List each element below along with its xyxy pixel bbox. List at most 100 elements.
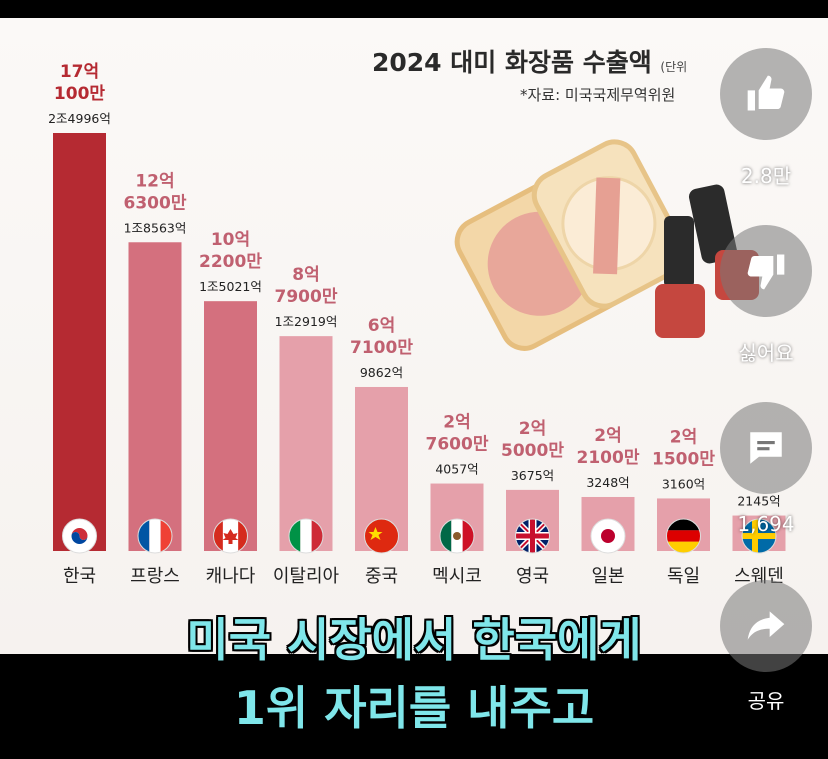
comment-count: 1,694 — [737, 512, 795, 536]
value-label-krw: 2조4996억 — [48, 111, 111, 126]
value-label-usd2: 2200만 — [199, 252, 262, 272]
flag-border — [288, 518, 324, 554]
france-flag-white — [149, 519, 161, 553]
dislike-label: 싫어요 — [738, 341, 794, 365]
bar-1 — [128, 242, 182, 551]
france-flag — [138, 519, 172, 553]
canada-flag-left — [213, 519, 223, 553]
japan-flag-sun — [601, 529, 615, 543]
value-label-usd2: 7600만 — [426, 435, 489, 455]
share-button[interactable] — [720, 580, 812, 672]
italy-flag — [289, 519, 323, 553]
japan-flag — [591, 519, 625, 553]
value-label-krw: 4057억 — [435, 462, 478, 477]
value-label-usd1: 2억 — [443, 413, 470, 433]
comment-icon — [750, 432, 782, 464]
category-label: 캐나다 — [206, 566, 256, 587]
value-label-usd2: 100만 — [54, 84, 105, 104]
value-label-usd1: 2억 — [519, 419, 546, 439]
china-flag — [364, 519, 399, 553]
cosmetics-illustration — [454, 139, 759, 351]
value-label-krw: 1조2919억 — [275, 314, 338, 329]
thumbs-up-icon — [747, 75, 785, 111]
category-label: 영국 — [516, 566, 549, 587]
value-label-usd2: 2100만 — [577, 448, 640, 468]
uk-flag-v-red — [530, 519, 535, 553]
mexico-flag-red — [462, 519, 474, 553]
value-label-usd2: 6300만 — [124, 193, 187, 213]
mexico-flag — [440, 519, 474, 553]
value-label-usd1: 10억 — [211, 230, 250, 250]
flag-border — [137, 518, 173, 554]
korea-flag-blue — [71, 532, 88, 544]
subtitle-line-1: 미국 시장에서 한국에게 — [186, 613, 642, 667]
value-label-usd1: 17억 — [60, 62, 99, 82]
value-label-usd2: 7100만 — [350, 338, 413, 358]
bottom-black-bar — [0, 654, 828, 759]
value-label-krw: 2145억 — [737, 494, 780, 509]
italy-flag-red — [311, 519, 323, 553]
share-icon — [747, 611, 785, 640]
comment-button[interactable] — [720, 402, 812, 494]
germany-flag — [666, 519, 701, 553]
canada-flag-leaf — [222, 529, 239, 544]
mexico-flag-emblem — [453, 532, 461, 540]
sweden-flag-v — [752, 519, 758, 553]
germany-flag-gold — [666, 541, 701, 553]
value-label-krw: 1조5021억 — [199, 279, 262, 294]
korea-flag — [62, 519, 97, 553]
subtitle-line-2: 1위 자리를 내주고 — [233, 681, 595, 735]
category-label: 멕시코 — [432, 566, 482, 587]
category-label: 중국 — [365, 566, 398, 587]
value-label-krw: 9862억 — [360, 365, 403, 380]
flag-border — [741, 518, 777, 554]
top-black-bar — [0, 0, 828, 18]
value-label-usd1: 12억 — [135, 171, 174, 191]
flag-border — [590, 518, 626, 554]
category-label: 독일 — [667, 566, 700, 587]
italy-flag-white — [300, 519, 312, 553]
like-count: 2.8만 — [740, 164, 792, 188]
share-label: 공유 — [747, 689, 785, 713]
china-flag-bg — [364, 519, 399, 553]
flag-border — [515, 518, 550, 554]
bar-0 — [53, 133, 106, 551]
bar-3 — [279, 336, 333, 551]
flag-border — [62, 518, 97, 554]
value-label-usd2: 7900만 — [275, 287, 338, 307]
category-label: 일본 — [591, 566, 624, 587]
dislike-button[interactable] — [720, 225, 812, 317]
value-label-usd2: 1500만 — [652, 449, 715, 469]
value-label-krw: 3675억 — [511, 468, 554, 483]
value-label-krw: 1조8563억 — [124, 220, 187, 235]
value-label-usd1: 8억 — [292, 265, 319, 285]
mexico-flag-green — [440, 519, 452, 553]
value-label-krw: 3160억 — [662, 476, 705, 491]
flag-border — [439, 518, 475, 554]
korea-flag-red — [71, 528, 88, 540]
value-label-usd1: 6억 — [368, 316, 395, 336]
germany-flag-red — [666, 530, 701, 542]
chart-unit: (단위 — [660, 60, 688, 74]
flag-border — [213, 518, 248, 554]
chart-source: *자료: 미국국제무역위원 — [520, 86, 676, 104]
canada-flag — [213, 519, 248, 553]
sweden-flag-h — [742, 533, 776, 539]
sweden-flag — [742, 519, 776, 553]
france-flag-blue — [138, 519, 150, 553]
like-button[interactable] — [720, 48, 812, 140]
value-label-usd1: 2억 — [594, 426, 621, 446]
value-label-krw: 3248억 — [586, 475, 629, 490]
category-label: 프랑스 — [130, 566, 180, 587]
flag-border — [666, 518, 701, 554]
canada-flag-right — [238, 519, 248, 553]
germany-flag-black — [666, 519, 701, 531]
category-label: 이탈리아 — [273, 566, 340, 587]
category-label: 한국 — [63, 566, 96, 587]
chart-title: 2024 대미 화장품 수출액 (단위 — [372, 48, 688, 77]
china-flag-star — [368, 527, 383, 540]
italy-flag-green — [289, 519, 301, 553]
uk-flag — [515, 519, 550, 553]
